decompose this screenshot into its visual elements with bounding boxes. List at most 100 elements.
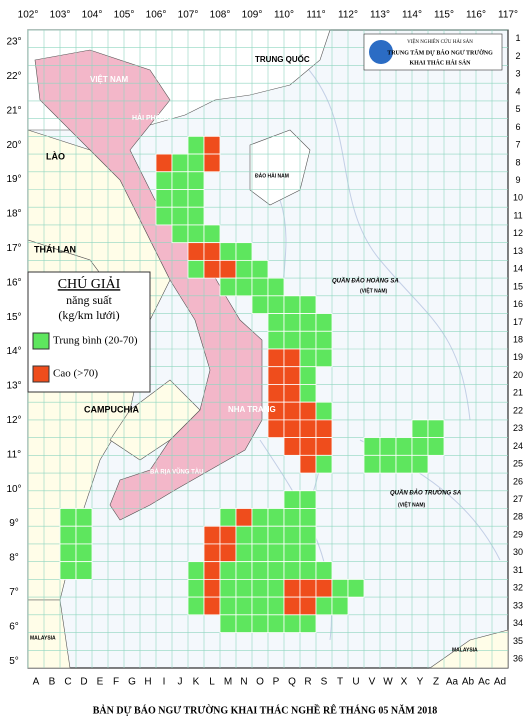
row-label: 15 [513,281,523,291]
place-label: THÁI LAN [34,244,76,254]
forecast-cell [283,490,301,509]
forecast-cell [235,277,253,297]
forecast-cell [299,578,317,598]
forecast-cell [251,508,269,527]
forecast-cell [299,596,317,616]
forecast-cell [315,596,333,616]
forecast-cell [235,525,253,545]
forecast-cell [251,596,269,616]
forecast-cell [315,348,333,368]
forecast-cell [411,454,429,474]
forecast-cell [283,401,301,421]
column-label: C [64,677,71,688]
forecast-cell [235,578,253,598]
row-label: 23 [513,423,523,433]
forecast-cell [315,454,333,474]
forecast-cell [187,259,205,279]
forecast-cell [283,419,301,439]
legend-swatch [32,365,50,383]
forecast-cell [251,578,269,598]
forecast-cell [283,348,301,368]
latitude-label: 18° [6,209,21,220]
forecast-cell [315,330,333,350]
forecast-cell [203,135,221,155]
forecast-cell [219,508,237,527]
forecast-cell [251,295,269,314]
forecast-cell [251,525,269,545]
column-label: M [224,677,232,688]
row-label: 16 [513,299,523,309]
forecast-cell [59,543,77,563]
forecast-cell [299,401,317,421]
forecast-cell [251,614,269,633]
forecast-cell [411,419,429,439]
legend-unit: (kg/km lưới) [58,308,119,322]
forecast-cell [299,419,317,439]
latitude-label: 17° [6,243,21,254]
longitude-label: 111° [306,10,325,21]
row-label: 11 [513,210,522,220]
forecast-cell [235,508,253,527]
forecast-cell [155,206,173,226]
forecast-cell [299,384,317,403]
longitude-label: 110° [274,10,294,21]
row-label: 36 [513,654,523,664]
forecast-cell [171,171,189,190]
column-label: Q [288,677,296,688]
row-label: 18 [513,335,523,345]
forecast-cell [315,561,333,580]
place-labels: TRUNG QUỐC VIỆT NAM LÀO THÁI LAN CAMPUCH… [30,54,478,653]
forecast-cell [75,543,93,563]
row-label: 33 [513,600,523,610]
forecast-cell [283,561,301,580]
header-institute: VIỆN NGHIÊN CỨU HẢI SẢN [407,39,473,45]
forecast-cell [283,614,301,633]
column-label: Ad [494,677,506,688]
forecast-cell [283,384,301,403]
column-label: D [80,677,87,688]
forecast-cell [299,543,317,563]
column-label: N [240,677,247,688]
longitude-label: 108° [210,10,231,21]
forecast-cell [235,259,253,279]
forecast-cell [219,561,237,580]
latitude-label: 21° [6,105,21,116]
forecast-cell [203,561,221,580]
forecast-cell [267,525,285,545]
place-label: LÀO [46,151,65,161]
forecast-cell [235,543,253,563]
forecast-cell [203,242,221,261]
column-label: F [113,677,119,688]
row-label: 30 [513,547,523,557]
forecast-cell [171,224,189,244]
latitude-label: 13° [6,381,21,392]
row-label: 24 [513,441,523,451]
forecast-cell [267,578,285,598]
forecast-cell [267,561,285,580]
legend-item: Trung bình (20-70) [53,335,138,347]
forecast-cell [395,437,413,456]
row-label: 6 [515,122,520,132]
forecast-cell [187,189,205,208]
forecast-cell [283,578,301,598]
longitude-label: 112° [338,10,358,21]
legend-box [27,271,151,393]
forecast-cell [315,401,333,421]
row-label: 21 [513,388,523,398]
place-label: (VIỆT NAM) [398,500,426,508]
row-label: 13 [513,246,523,256]
logo [369,40,393,64]
forecast-cell [187,578,205,598]
row-label: 31 [513,565,523,575]
place-label: MALAYSIA [30,635,56,641]
row-label: 3 [515,69,520,79]
latitude-label: 15° [6,312,21,323]
latitude-label: 7° [9,587,19,598]
row-label: 2 [515,51,520,61]
forecast-cell [299,437,317,456]
row-label: 8 [515,157,520,167]
longitude-label: 104° [82,10,103,21]
forecast-cell [187,135,205,155]
row-label: 32 [513,583,523,593]
